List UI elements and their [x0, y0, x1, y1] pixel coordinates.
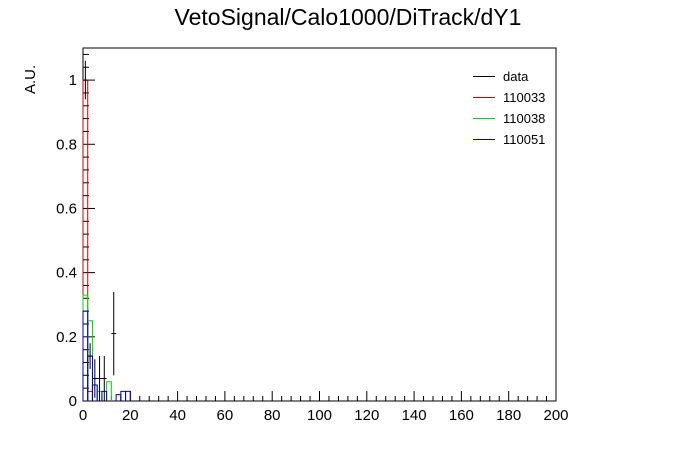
x-tick-label: 60	[217, 407, 234, 424]
x-tick-label: 200	[543, 407, 568, 424]
legend-label-110033: 110033	[503, 90, 546, 105]
legend: data 110033 110038 110051	[473, 66, 563, 150]
legend-swatch-110051	[473, 139, 495, 140]
y-tick-label: 0	[69, 393, 77, 410]
y-tick-label: 0.2	[56, 329, 77, 346]
legend-swatch-110033	[473, 97, 495, 98]
histogram-bin-110033	[87, 390, 93, 401]
x-tick-label: 160	[449, 407, 474, 424]
histogram-bin-110051	[125, 390, 131, 401]
chart-title: VetoSignal/Calo1000/DiTrack/dY1	[174, 4, 522, 30]
histogram-bin-110033	[82, 79, 89, 401]
legend-swatch-110038	[473, 118, 495, 119]
x-tick-label: 80	[264, 407, 281, 424]
legend-label-110038: 110038	[503, 111, 546, 126]
y-tick-label: 0.4	[56, 265, 77, 282]
y-tick-label: 0.8	[56, 136, 77, 153]
histogram-bin-110051	[115, 394, 122, 401]
legend-label-110051: 110051	[503, 132, 546, 147]
x-tick-label: 20	[122, 407, 139, 424]
legend-item-data: data	[473, 66, 563, 87]
legend-label-data: data	[503, 69, 529, 84]
y-tick-label: 1	[69, 72, 77, 89]
y-tick-label: 0.6	[56, 200, 77, 217]
x-tick-label: 100	[307, 407, 332, 424]
legend-item-110033: 110033	[473, 87, 563, 108]
legend-item-110051: 110051	[473, 129, 563, 150]
legend-swatch-data	[473, 76, 495, 77]
legend-item-110038: 110038	[473, 108, 563, 129]
x-tick-label: 180	[496, 407, 521, 424]
x-tick-label: 140	[402, 407, 427, 424]
histogram-bin-110051	[120, 390, 127, 401]
x-tick-label: 0	[79, 407, 87, 424]
x-tick-label: 40	[169, 407, 186, 424]
x-tick-label: 120	[354, 407, 379, 424]
histogram-bin-110051	[82, 310, 89, 401]
histogram-bin-110038	[106, 381, 112, 401]
